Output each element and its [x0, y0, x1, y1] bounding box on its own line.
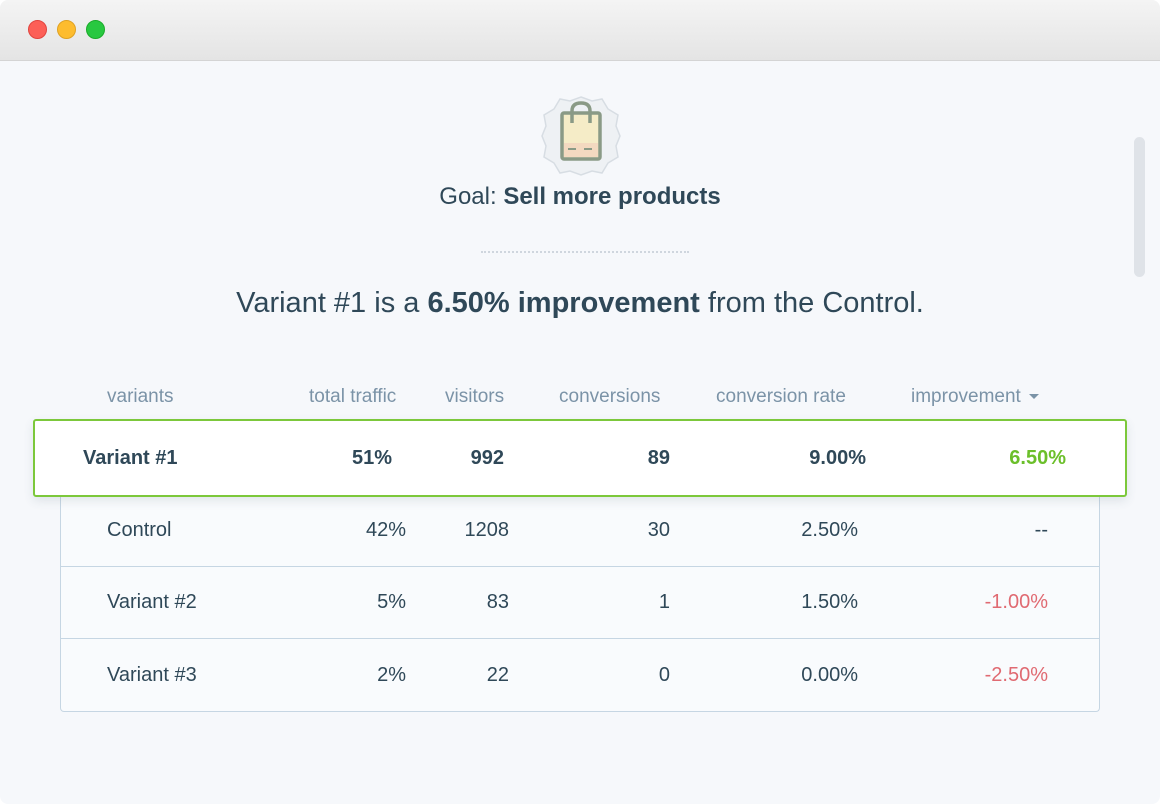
variants-table	[60, 481, 1100, 712]
main-content: Goal: Sell more products Variant #1 is a…	[0, 61, 1160, 804]
row-visitors: 992	[470, 447, 504, 469]
row-conversions: 0	[658, 664, 670, 686]
row-variant-name: Variant #1	[83, 447, 178, 469]
headline-strong: 6.50% improvement	[427, 287, 700, 319]
table-row-winner[interactable]	[33, 419, 1127, 497]
headline-post: from the Control.	[699, 287, 924, 319]
row-visitors: 1208	[464, 519, 510, 541]
column-header-variants[interactable]: variants	[107, 386, 174, 407]
scrollbar-thumb[interactable]	[1134, 137, 1145, 277]
close-window-button[interactable]	[28, 20, 47, 39]
title-bar	[0, 0, 1160, 61]
row-total-traffic: 42%	[365, 519, 406, 541]
row-divider	[60, 638, 1100, 639]
goal-name: Sell more products	[503, 183, 721, 210]
column-header-improvement[interactable]: improvement	[911, 386, 1039, 408]
row-improvement: --	[1034, 519, 1048, 541]
row-conversion-rate: 9.00%	[809, 447, 866, 469]
caret-down-icon	[1028, 394, 1039, 400]
headline-pre: Variant #1 is a	[236, 287, 428, 319]
row-conversion-rate: 0.00%	[801, 664, 858, 686]
row-variant-name: Variant #3	[107, 664, 197, 686]
column-header-conversions[interactable]: conversions	[559, 386, 661, 407]
row-improvement: -1.00%	[984, 591, 1048, 613]
row-total-traffic: 51%	[351, 447, 392, 469]
row-total-traffic: 5%	[377, 591, 406, 613]
goal-title: Goal: Sell more products	[0, 183, 1160, 211]
column-header-improvement-label: improvement	[911, 386, 1021, 407]
column-header-total-traffic[interactable]: total traffic	[309, 386, 397, 407]
row-improvement: 6.50%	[1009, 447, 1066, 469]
row-variant-name: Control	[107, 519, 172, 541]
row-visitors: 83	[486, 591, 509, 613]
row-conversions: 1	[658, 591, 670, 613]
row-total-traffic: 2%	[377, 664, 406, 686]
row-conversions: 89	[647, 447, 670, 469]
row-improvement: -2.50%	[984, 664, 1048, 686]
row-conversion-rate: 1.50%	[801, 591, 858, 613]
goal-prefix: Goal:	[439, 183, 504, 210]
column-header-conversion-rate[interactable]: conversion rate	[716, 386, 846, 407]
result-headline: Variant #1 is a 6.50% improvement from t…	[0, 287, 1160, 320]
shopping-bag-icon	[541, 96, 621, 176]
row-variant-name: Variant #2	[107, 591, 197, 613]
minimize-window-button[interactable]	[57, 20, 76, 39]
row-conversions: 30	[647, 519, 670, 541]
column-header-visitors[interactable]: visitors	[445, 386, 505, 407]
row-conversion-rate: 2.50%	[801, 519, 858, 541]
maximize-window-button[interactable]	[86, 20, 105, 39]
section-divider	[481, 251, 689, 253]
row-divider	[60, 566, 1100, 567]
row-visitors: 22	[486, 664, 509, 686]
